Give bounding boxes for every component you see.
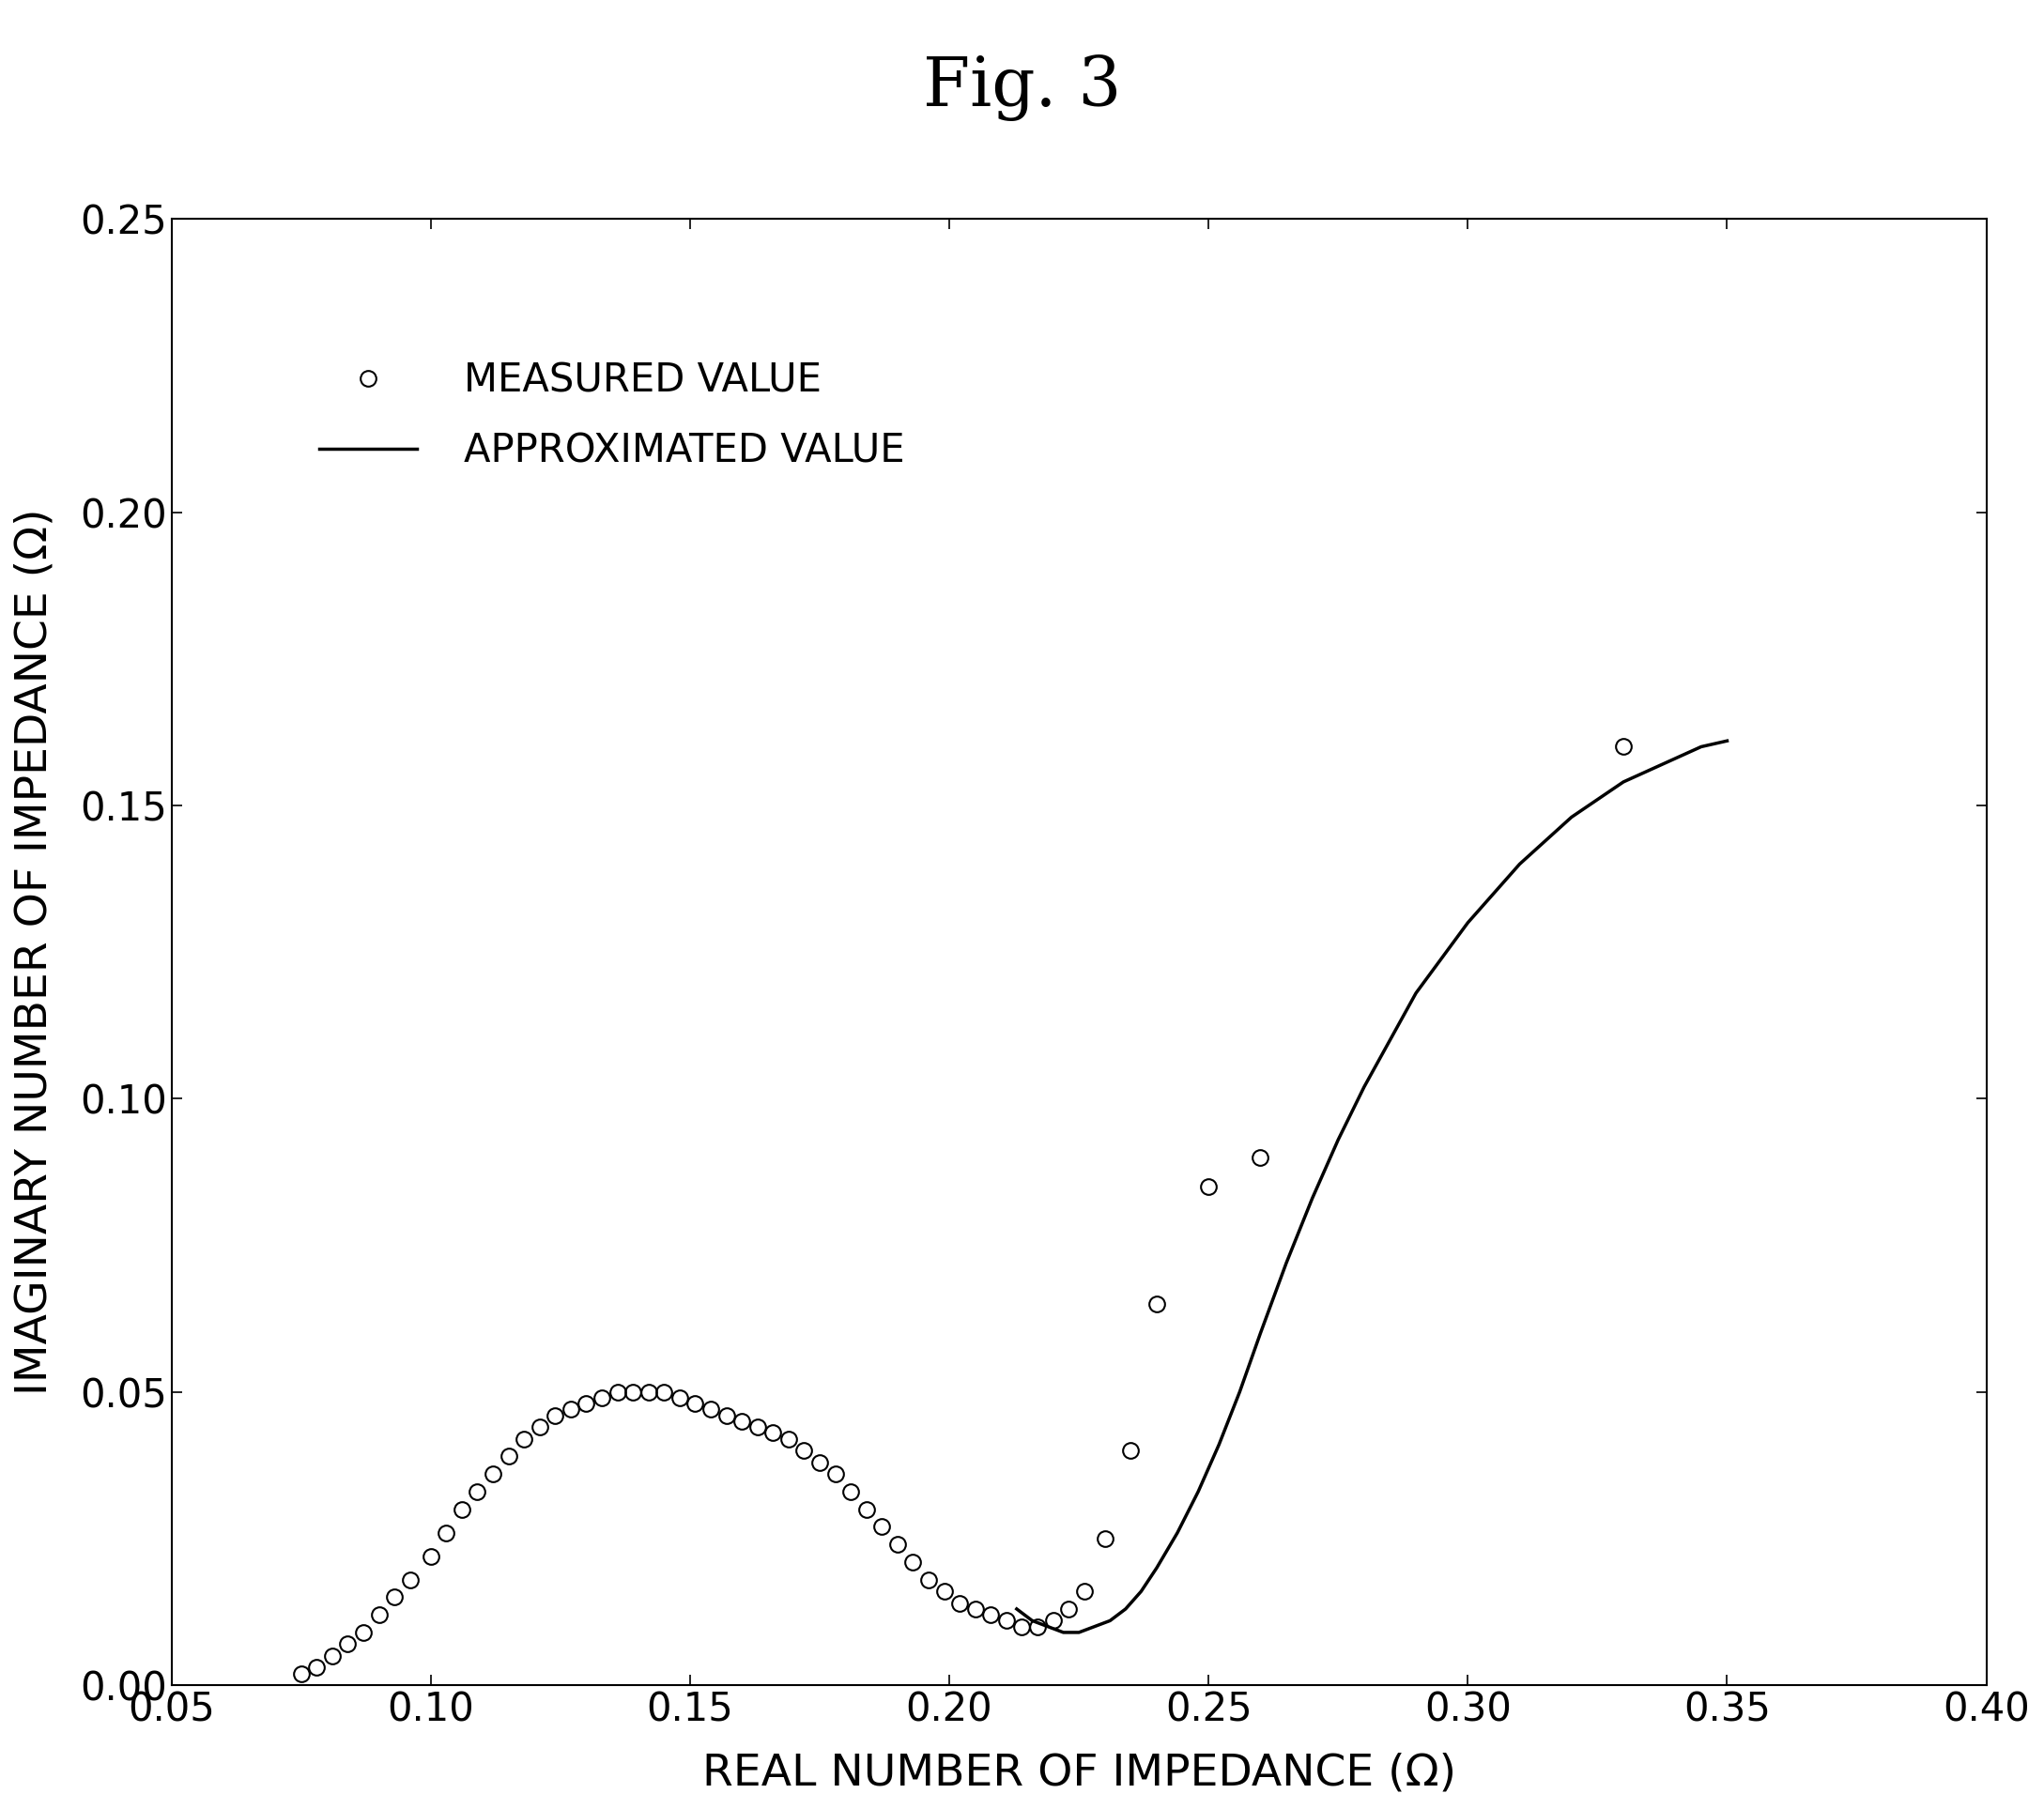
APPROXIMATED VALUE bbox=[1165, 1521, 1190, 1543]
X-axis label: REAL NUMBER OF IMPEDANCE (Ω): REAL NUMBER OF IMPEDANCE (Ω) bbox=[701, 1753, 1455, 1795]
APPROXIMATED VALUE bbox=[1145, 1558, 1169, 1579]
APPROXIMATED VALUE bbox=[1715, 731, 1739, 753]
MEASURED VALUE bbox=[885, 1534, 910, 1556]
APPROXIMATED VALUE bbox=[1664, 747, 1688, 769]
MEASURED VALUE bbox=[901, 1550, 926, 1572]
APPROXIMATED VALUE bbox=[1036, 1615, 1061, 1637]
APPROXIMATED VALUE bbox=[1020, 1610, 1044, 1632]
Line: MEASURED VALUE: MEASURED VALUE bbox=[292, 738, 1631, 1681]
APPROXIMATED VALUE bbox=[1300, 1187, 1325, 1208]
APPROXIMATED VALUE bbox=[1327, 1129, 1351, 1151]
APPROXIMATED VALUE bbox=[1455, 912, 1480, 933]
APPROXIMATED VALUE bbox=[1482, 883, 1506, 904]
APPROXIMATED VALUE bbox=[1186, 1482, 1210, 1503]
APPROXIMATED VALUE bbox=[1004, 1597, 1028, 1619]
MEASURED VALUE bbox=[335, 1634, 360, 1655]
APPROXIMATED VALUE bbox=[1226, 1380, 1251, 1402]
APPROXIMATED VALUE bbox=[1533, 830, 1558, 852]
Text: Fig. 3: Fig. 3 bbox=[922, 54, 1122, 121]
APPROXIMATED VALUE bbox=[1051, 1621, 1075, 1643]
MEASURED VALUE bbox=[668, 1388, 693, 1409]
Legend: MEASURED VALUE, APPROXIMATED VALUE: MEASURED VALUE, APPROXIMATED VALUE bbox=[300, 342, 924, 490]
Y-axis label: IMAGINARY NUMBER OF IMPEDANCE (Ω): IMAGINARY NUMBER OF IMPEDANCE (Ω) bbox=[14, 508, 57, 1395]
APPROXIMATED VALUE bbox=[1249, 1322, 1273, 1344]
APPROXIMATED VALUE bbox=[1378, 1029, 1402, 1051]
APPROXIMATED VALUE bbox=[1429, 948, 1453, 970]
MEASURED VALUE bbox=[527, 1416, 552, 1438]
APPROXIMATED VALUE bbox=[1206, 1435, 1230, 1456]
APPROXIMATED VALUE bbox=[1128, 1581, 1153, 1603]
APPROXIMATED VALUE bbox=[1114, 1597, 1139, 1619]
APPROXIMATED VALUE bbox=[1351, 1076, 1376, 1098]
MEASURED VALUE bbox=[1611, 736, 1635, 758]
APPROXIMATED VALUE bbox=[1688, 736, 1713, 758]
APPROXIMATED VALUE bbox=[1404, 982, 1429, 1004]
APPROXIMATED VALUE bbox=[1098, 1610, 1122, 1632]
APPROXIMATED VALUE bbox=[1637, 760, 1662, 781]
APPROXIMATED VALUE bbox=[1081, 1615, 1106, 1637]
APPROXIMATED VALUE bbox=[1611, 771, 1635, 792]
APPROXIMATED VALUE bbox=[1560, 807, 1584, 829]
Line: APPROXIMATED VALUE: APPROXIMATED VALUE bbox=[1016, 742, 1727, 1632]
APPROXIMATED VALUE bbox=[1067, 1621, 1091, 1643]
APPROXIMATED VALUE bbox=[1506, 854, 1531, 876]
APPROXIMATED VALUE bbox=[1273, 1252, 1298, 1274]
MEASURED VALUE bbox=[288, 1662, 313, 1684]
MEASURED VALUE bbox=[321, 1644, 345, 1666]
APPROXIMATED VALUE bbox=[1586, 789, 1611, 810]
